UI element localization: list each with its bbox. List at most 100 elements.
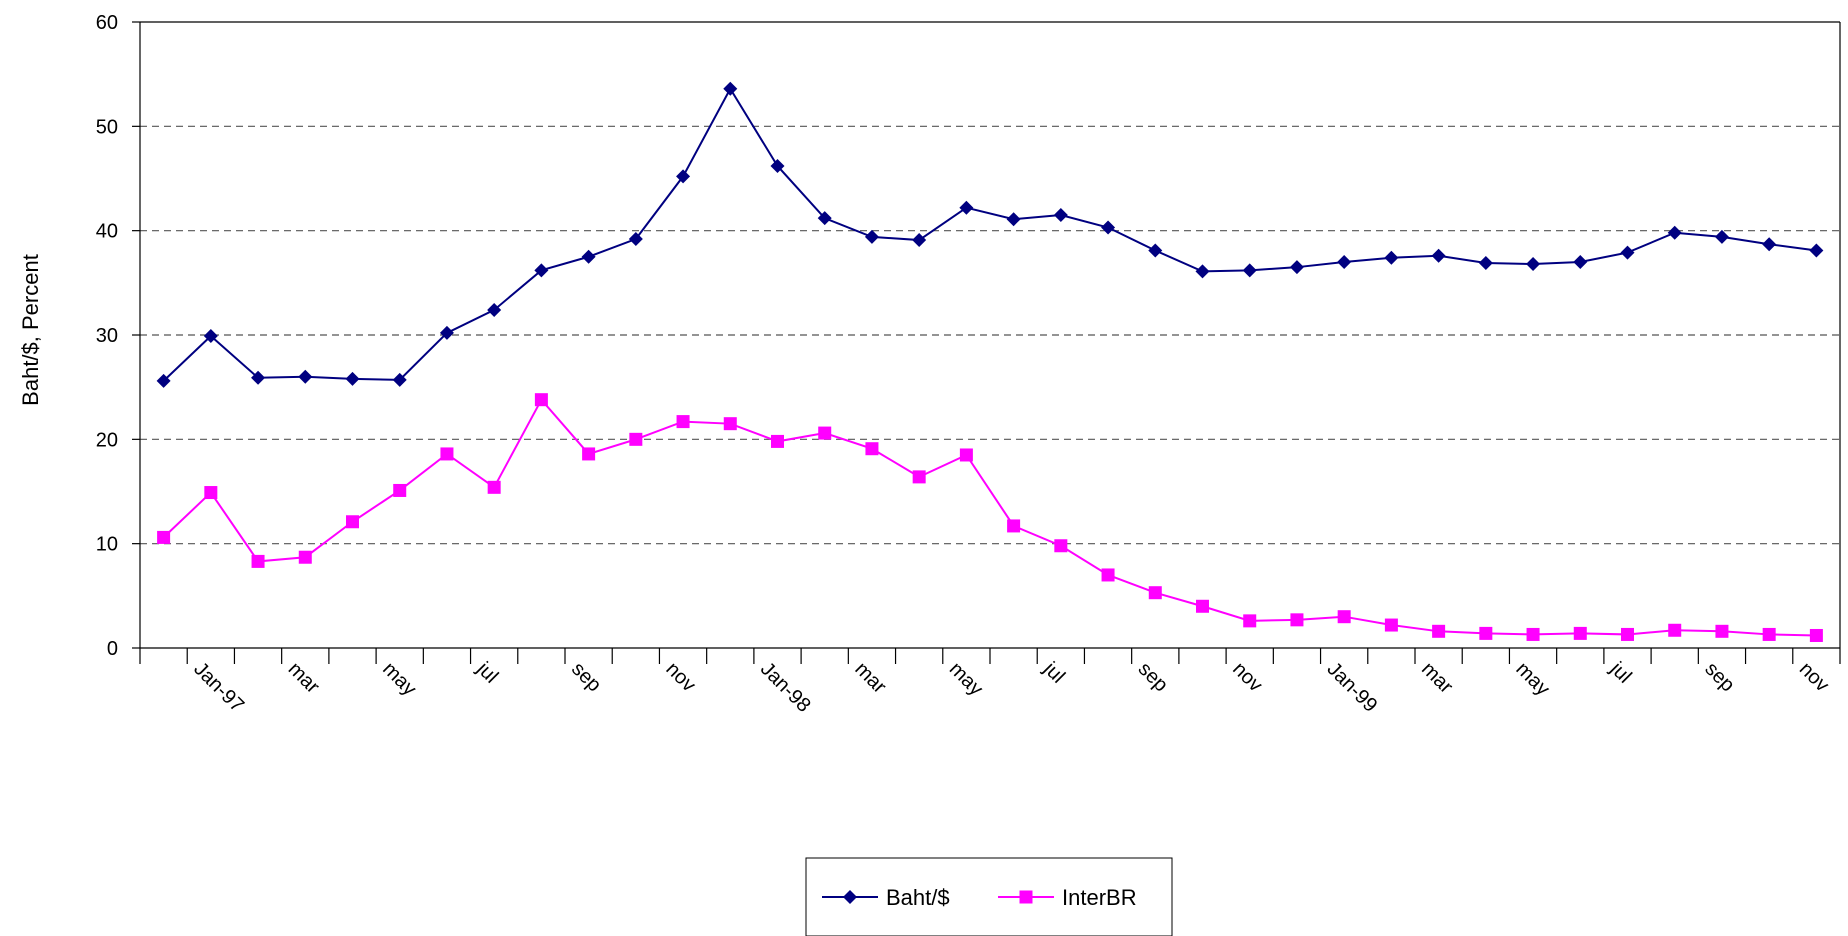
- data-point: [1054, 539, 1068, 553]
- y-tick-label: 40: [96, 221, 118, 243]
- data-point: [1431, 248, 1446, 263]
- y-tick-label: 20: [96, 429, 118, 451]
- data-point: [1715, 624, 1729, 638]
- data-point: [1242, 263, 1257, 278]
- data-point: [770, 158, 785, 173]
- gridlines: [140, 125, 1840, 545]
- data-point: [959, 448, 973, 462]
- x-tick-labels: Jan-97 mar may jul sep nov Jan-98 mar may jul sep n…: [189, 657, 1833, 717]
- x-tick-label: sep: [567, 658, 605, 696]
- data-point: [723, 417, 737, 431]
- data-point: [817, 211, 832, 226]
- data-point: [1384, 618, 1398, 632]
- data-point: [157, 530, 171, 544]
- data-point: [1007, 519, 1021, 533]
- data-point: [1289, 260, 1304, 275]
- data-point: [534, 393, 548, 407]
- data-point: [1668, 623, 1682, 637]
- data-point: [487, 480, 501, 494]
- data-point: [392, 372, 407, 387]
- data-point: [1714, 229, 1729, 244]
- data-point: [1101, 568, 1115, 582]
- x-tick-label: Jan-99: [1323, 658, 1382, 717]
- x-tick-label: nov: [1228, 658, 1266, 696]
- data-point: [1148, 243, 1163, 258]
- data-point: [1243, 614, 1257, 628]
- x-tick-label: may: [945, 658, 987, 700]
- data-point: [771, 434, 784, 448]
- legend-marker: [843, 890, 857, 904]
- data-point: [959, 200, 974, 215]
- data-point: [1101, 220, 1116, 235]
- data-point: [912, 470, 926, 484]
- y-tick-label: 10: [96, 534, 118, 556]
- data-point: [534, 263, 549, 278]
- legend-label: InterBR: [1062, 885, 1137, 910]
- x-tick-label: jul: [1039, 657, 1069, 687]
- data-point: [1053, 208, 1068, 223]
- data-point: [1479, 626, 1493, 640]
- y-tick-label: 50: [96, 116, 118, 138]
- series: [156, 81, 1824, 642]
- data-point: [1478, 256, 1493, 271]
- x-tick-label: sep: [1134, 658, 1172, 696]
- x-tick-label: jul: [1605, 657, 1635, 687]
- data-point: [582, 447, 596, 461]
- data-point: [204, 486, 218, 500]
- data-point: [1762, 627, 1776, 641]
- data-point: [1667, 225, 1682, 240]
- x-tick-label: Jan-98: [756, 658, 815, 717]
- data-point: [251, 370, 266, 385]
- data-point: [1384, 250, 1399, 265]
- data-point: [346, 515, 359, 529]
- data-point: [1196, 599, 1209, 613]
- data-point: [1573, 254, 1588, 269]
- y-tick-label: 0: [107, 638, 118, 660]
- data-point: [1620, 245, 1635, 260]
- x-tick-label: mar: [850, 658, 890, 698]
- data-point: [1337, 610, 1351, 624]
- legend-item: InterBR: [998, 885, 1137, 910]
- data-point: [487, 302, 502, 317]
- data-point: [629, 432, 643, 446]
- y-axis-title: Baht/$, Percent: [18, 254, 43, 406]
- data-point: [1573, 626, 1587, 640]
- data-point: [1809, 628, 1823, 642]
- data-point: [1526, 257, 1541, 272]
- y-tick-label: 30: [96, 325, 118, 347]
- data-point: [912, 233, 927, 248]
- data-point: [1290, 613, 1304, 627]
- legend-label: Baht/$: [886, 885, 950, 910]
- data-point: [676, 415, 690, 429]
- data-point: [1432, 624, 1446, 638]
- x-tick-label: may: [1512, 658, 1554, 700]
- y-tick-labels: 0 10 20 30 40 50 60: [96, 12, 118, 660]
- data-point: [393, 483, 407, 497]
- y-tick-label: 60: [96, 12, 118, 34]
- data-point: [439, 325, 454, 340]
- data-point: [1526, 627, 1540, 641]
- data-point: [298, 369, 313, 384]
- data-point: [865, 442, 879, 456]
- x-tick-label: mar: [1417, 658, 1457, 698]
- x-tick-label: jul: [472, 657, 502, 687]
- series-line: [162, 86, 1817, 382]
- data-point: [1148, 586, 1162, 600]
- x-tick-label: mar: [284, 658, 324, 698]
- data-point: [1337, 254, 1352, 269]
- series-2: [157, 393, 1823, 642]
- data-point: [676, 169, 691, 184]
- data-point: [156, 373, 171, 388]
- data-point: [440, 447, 454, 461]
- x-tick-label: sep: [1700, 658, 1738, 696]
- x-tick-label: may: [378, 658, 420, 700]
- data-point: [251, 554, 265, 568]
- x-tick-label: nov: [1795, 658, 1833, 696]
- data-point: [723, 81, 738, 96]
- data-point: [1195, 264, 1210, 279]
- data-point: [1621, 627, 1634, 641]
- data-point: [298, 550, 312, 564]
- data-point: [628, 232, 643, 247]
